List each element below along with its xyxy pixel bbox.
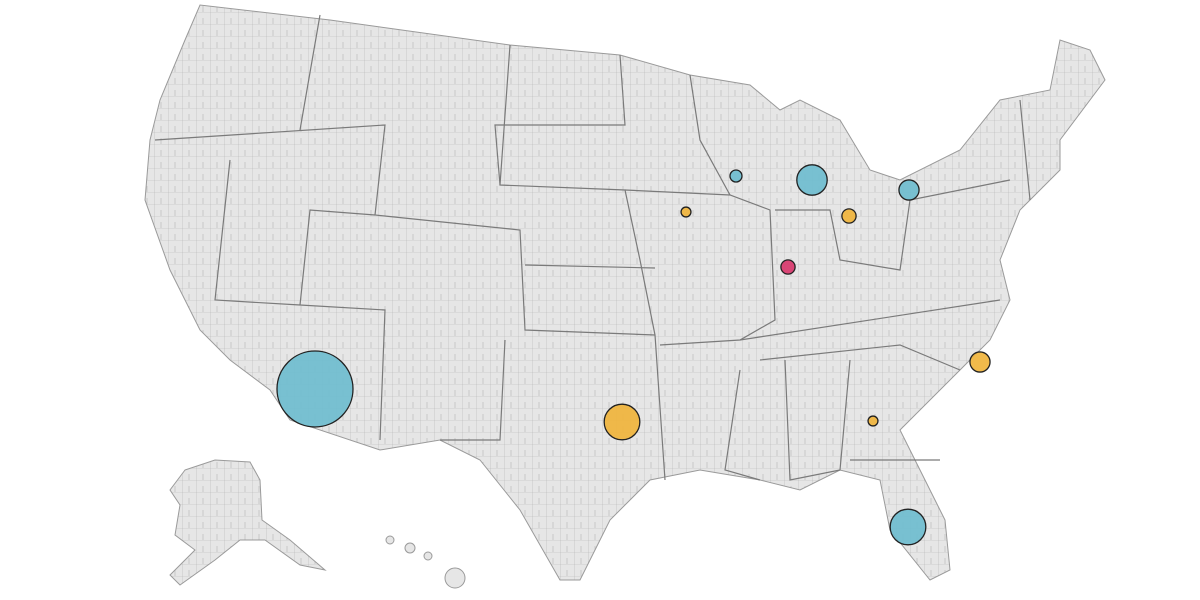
bubble[interactable] [841,208,857,224]
state-borders [154,14,1031,481]
bubble[interactable] [796,164,828,196]
bubble[interactable] [898,179,920,201]
bubble[interactable] [780,259,796,275]
hawaii [385,535,466,589]
bubble[interactable] [889,508,927,546]
markers [276,164,991,546]
bubble[interactable] [729,169,743,183]
contiguous-us [144,4,1106,581]
bubble[interactable] [969,351,991,373]
bubble[interactable] [867,415,879,427]
bubble[interactable] [603,403,641,441]
bubble[interactable] [680,206,692,218]
alaska [169,459,327,586]
bubble[interactable] [276,350,354,428]
